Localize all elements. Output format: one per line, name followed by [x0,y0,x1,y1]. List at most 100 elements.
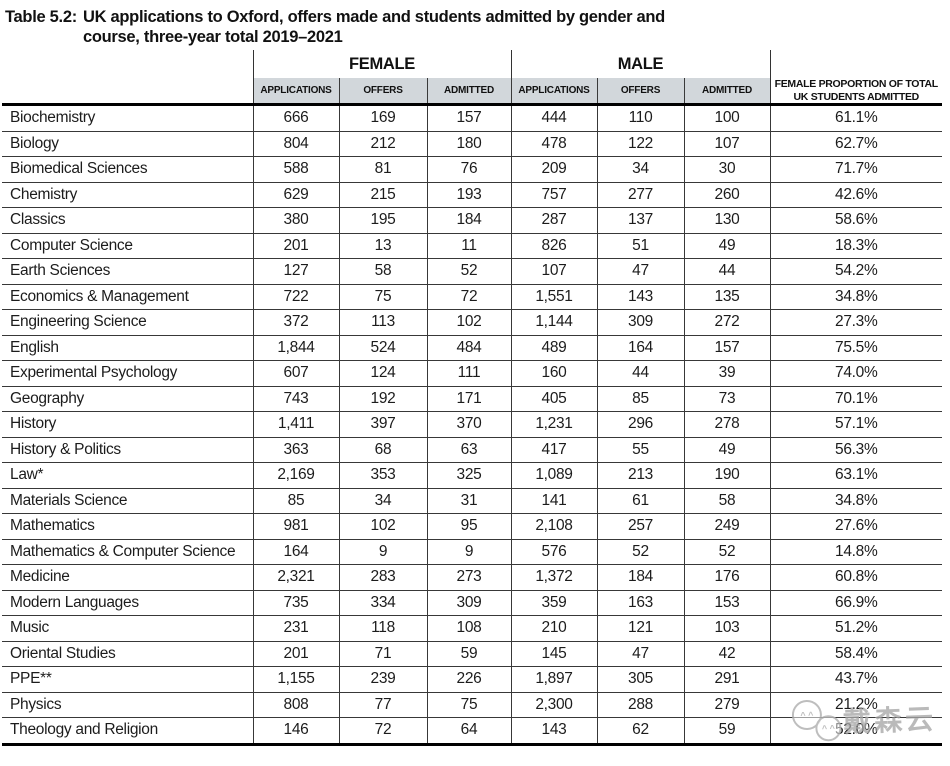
female-applications-cell: 981 [252,513,340,540]
female-proportion-cell: 27.3% [769,309,942,336]
female-applications-cell: 804 [252,130,340,157]
course-name-cell: Economics & Management [2,283,254,310]
male-offers-cell: 85 [596,385,685,412]
course-name-cell: Experimental Psychology [2,360,254,387]
male-offers-cell: 137 [596,207,685,234]
male-offers-cell: 44 [596,360,685,387]
female-offers-cell: 113 [338,309,428,336]
female-admitted-cell: 370 [426,411,512,438]
female-applications-cell: 380 [252,207,340,234]
female-applications-cell: 743 [252,385,340,412]
table-header: FEMALE MALE FEMALE PROPORTION OF TOTAL U… [2,50,942,106]
female-applications-cell: 1,155 [252,666,340,693]
female-offers-cell: 195 [338,207,428,234]
female-applications-cell: 85 [252,487,340,514]
female-offers-cell: 192 [338,385,428,412]
table-row: Chemistry 629 215 193 757 277 260 42.6% [2,181,942,208]
male-admitted-cell: 272 [683,309,771,336]
female-applications-cell: 2,321 [252,564,340,591]
table-row: Oriental Studies 201 71 59 145 47 42 58.4% [2,640,942,667]
male-applications-cell: 1,551 [510,283,598,310]
female-offers-cell: 239 [338,666,428,693]
table-row: Law* 2,169 353 325 1,089 213 190 63.1% [2,462,942,489]
female-admitted-cell: 102 [426,309,512,336]
male-admitted-cell: 157 [683,334,771,361]
male-offers-cell: 288 [596,691,685,718]
course-name-cell: Mathematics & Computer Science [2,538,254,565]
female-admitted-cell: 11 [426,232,512,259]
table-number-label: Table 5.2: [5,8,77,26]
male-offers-cell: 296 [596,411,685,438]
female-offers-cell: 68 [338,436,428,463]
male-offers-cell: 110 [596,104,685,132]
female-admitted-cell: 31 [426,487,512,514]
male-applications-cell: 143 [510,717,598,746]
female-applications-cell: 666 [252,104,340,132]
female-offers-cell: 118 [338,615,428,642]
male-offers-cell: 55 [596,436,685,463]
male-offers-cell: 163 [596,589,685,616]
female-offers-cell: 81 [338,156,428,183]
table-row: Mathematics & Computer Science 164 9 9 576 52… [2,538,942,565]
sub-header-row: APPLICATIONS OFFERS ADMITTED APPLICATION… [2,78,942,106]
table-row: Experimental Psychology 607 124 111 160 44 39 7… [2,360,942,387]
female-admitted-cell: 76 [426,156,512,183]
table-row: Classics 380 195 184 287 137 130 58.6% [2,207,942,234]
female-applications-cell: 231 [252,615,340,642]
male-group-header: MALE [510,50,771,78]
female-applications-cell: 363 [252,436,340,463]
male-admitted-cell: 153 [683,589,771,616]
female-applications-cell: 164 [252,538,340,565]
female-proportion-cell: 54.2% [769,258,942,285]
female-offers-cell: 124 [338,360,428,387]
female-offers-header: OFFERS [338,78,428,106]
course-name-cell: Earth Sciences [2,258,254,285]
male-admitted-cell: 44 [683,258,771,285]
male-offers-cell: 51 [596,232,685,259]
male-admitted-cell: 58 [683,487,771,514]
female-admitted-cell: 226 [426,666,512,693]
male-offers-cell: 121 [596,615,685,642]
male-admitted-cell: 107 [683,130,771,157]
table-row: Medicine 2,321 283 273 1,372 184 176 60.8% [2,564,942,591]
female-proportion-cell: 62.7% [769,130,942,157]
male-applications-cell: 478 [510,130,598,157]
course-name-cell: Physics [2,691,254,718]
female-proportion-cell: 52.0% [769,717,942,746]
course-name-cell: Medicine [2,564,254,591]
table-row: Modern Languages 735 334 309 359 163 153 66.9% [2,589,942,616]
male-admitted-cell: 278 [683,411,771,438]
female-applications-cell: 722 [252,283,340,310]
course-name-cell: Classics [2,207,254,234]
female-offers-cell: 524 [338,334,428,361]
male-applications-cell: 489 [510,334,598,361]
male-applications-cell: 405 [510,385,598,412]
male-offers-cell: 47 [596,640,685,667]
header-corner-cell [2,50,254,78]
male-admitted-cell: 249 [683,513,771,540]
table-row: Geography 743 192 171 405 85 73 70.1% [2,385,942,412]
course-name-cell: Geography [2,385,254,412]
course-name-cell: Materials Science [2,487,254,514]
female-proportion-cell: 58.6% [769,207,942,234]
female-admitted-cell: 171 [426,385,512,412]
female-proportion-cell: 60.8% [769,564,942,591]
female-applications-header: APPLICATIONS [252,78,340,106]
female-applications-cell: 372 [252,309,340,336]
male-applications-cell: 2,108 [510,513,598,540]
female-admitted-cell: 108 [426,615,512,642]
table-row: Theology and Religion 146 72 64 143 62 59 52.0% [2,717,942,746]
male-applications-cell: 107 [510,258,598,285]
male-admitted-cell: 176 [683,564,771,591]
female-proportion-cell: 63.1% [769,462,942,489]
table-row: History & Politics 363 68 63 417 55 49 56.3% [2,436,942,463]
male-applications-cell: 826 [510,232,598,259]
male-offers-cell: 62 [596,717,685,746]
female-offers-cell: 75 [338,283,428,310]
female-applications-cell: 2,169 [252,462,340,489]
course-name-cell: Computer Science [2,232,254,259]
course-name-cell: Biology [2,130,254,157]
male-applications-cell: 757 [510,181,598,208]
male-admitted-cell: 291 [683,666,771,693]
female-proportion-cell: 74.0% [769,360,942,387]
